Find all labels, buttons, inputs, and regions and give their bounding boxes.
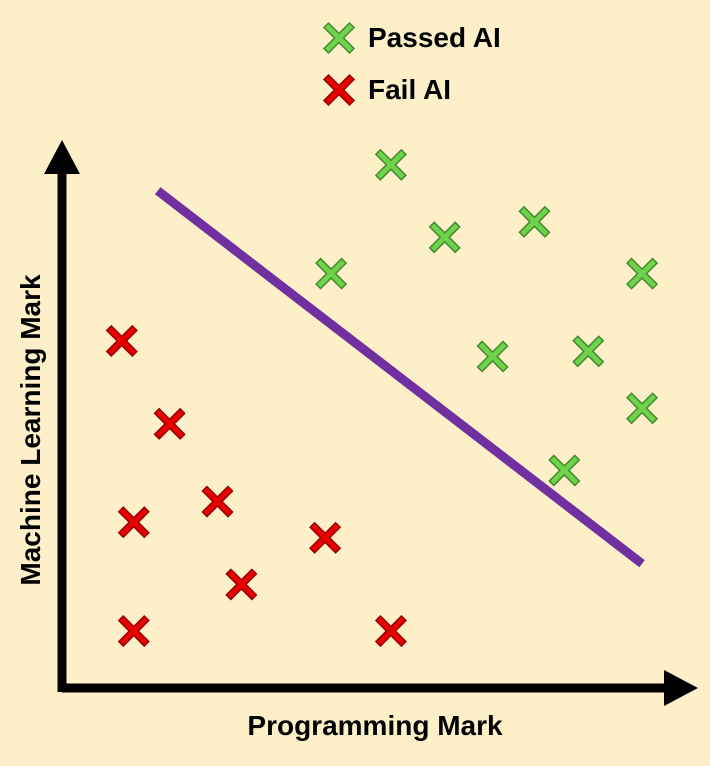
axes — [44, 140, 698, 706]
legend-item-passed: Passed AI — [322, 18, 501, 58]
decision-boundary-line — [154, 187, 645, 568]
y-axis-title: Machine Learning Mark — [15, 274, 46, 586]
fail-ai-point-2 — [153, 407, 186, 440]
fail-x-marker-icon — [322, 73, 356, 107]
fail-ai-point-5 — [225, 568, 258, 601]
passed-ai-point-8 — [625, 392, 659, 425]
fail-ai-point-1 — [105, 324, 138, 358]
data-points — [105, 148, 659, 648]
legend-label-passed: Passed AI — [368, 22, 501, 53]
fail-ai-point-7 — [117, 614, 150, 648]
passed-ai-point-9 — [548, 454, 581, 487]
fail-ai-point-8 — [374, 614, 407, 648]
legend-label-fail: Fail AI — [368, 74, 451, 105]
passed-ai-point-4 — [518, 205, 551, 238]
fail-ai-point-4 — [117, 506, 150, 539]
y-axis-arrowhead — [44, 140, 80, 174]
passed-ai-point-5 — [625, 257, 659, 290]
legend-item-fail: Fail AI — [322, 70, 451, 110]
passed-ai-point-3 — [428, 221, 461, 254]
passed-ai-point-6 — [476, 340, 509, 373]
x-axis-arrowhead — [664, 670, 698, 706]
passed-ai-point-7 — [572, 335, 605, 368]
passed-ai-point-1 — [374, 148, 407, 181]
fail-ai-point-6 — [309, 521, 342, 554]
passed-x-marker-icon — [322, 21, 356, 55]
x-axis-title: Programming Mark — [247, 710, 503, 741]
passed-ai-point-2 — [315, 257, 348, 290]
fail-ai-point-3 — [201, 485, 234, 518]
